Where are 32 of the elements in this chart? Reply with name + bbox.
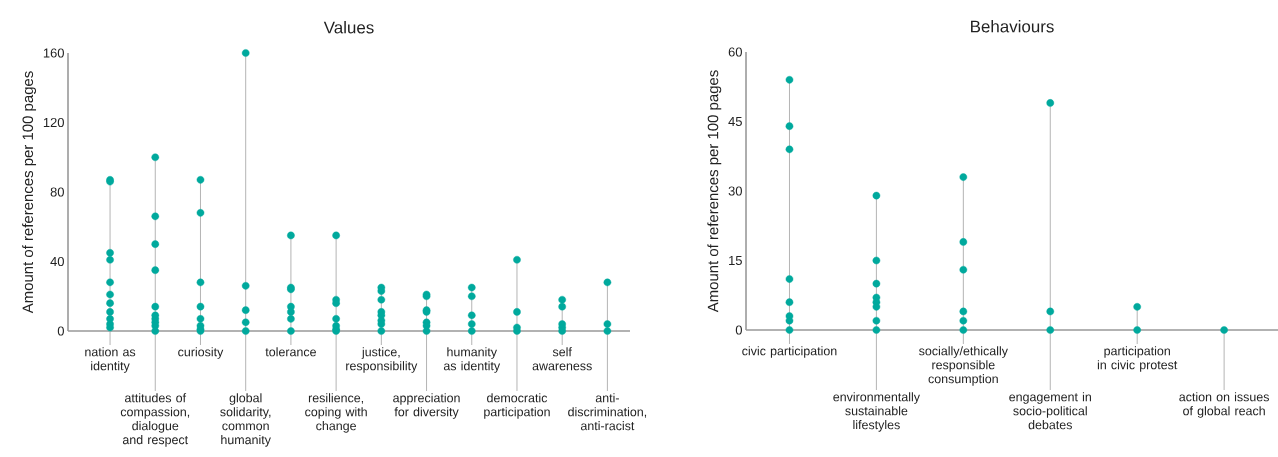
x-tick-label: engagement in socio-political debates <box>1009 392 1091 430</box>
y-tick-label: 15 <box>729 255 742 266</box>
x-tick-label: action on issues of global reach <box>1179 392 1269 418</box>
x-tick-label: democratic participation <box>484 393 550 419</box>
x-tick-label: anti-discrimination, anti-racist <box>568 393 647 431</box>
y-tick-label: 120 <box>43 117 64 128</box>
x-tick-label: justice, responsibility <box>346 347 418 373</box>
y-tick-label: 40 <box>50 256 64 267</box>
x-tick-label: humanity as identity <box>443 347 501 373</box>
chart-title: Values <box>323 21 374 34</box>
x-tick-label: appreciation for diversity <box>393 393 460 419</box>
x-tick-label: participation in civic protest <box>1097 346 1178 372</box>
y-tick-label: 45 <box>728 116 742 127</box>
y-tick-label: 0 <box>735 325 742 335</box>
x-tick-label: tolerance <box>265 347 316 357</box>
y-tick-label: 80 <box>50 187 64 197</box>
x-tick-label: attitudes of compassion, dialogue and respect <box>120 393 190 447</box>
y-tick-label: 0 <box>57 326 64 336</box>
x-tick-label: global solidarity, common humanity <box>220 393 271 447</box>
chart-title: Behaviours <box>971 20 1054 33</box>
y-axis-title: Amount of references per 100 pages <box>707 70 722 313</box>
x-tick-label: environmentally sustainable lifestyles <box>833 392 920 432</box>
x-tick-label: curiosity <box>178 347 224 359</box>
x-tick-label: civic participation <box>742 346 837 358</box>
x-tick-label: nation as identity <box>85 347 136 373</box>
x-tick-label: resilience, coping with change <box>305 393 367 433</box>
x-tick-label: socially/ethically responsible consumption <box>919 346 1008 386</box>
x-tick-label: self awareness <box>532 347 592 371</box>
y-tick-label: 160 <box>43 48 64 58</box>
y-axis-title: Amount of references per 100 pages <box>22 71 37 314</box>
y-tick-label: 30 <box>728 186 742 196</box>
y-tick-label: 60 <box>728 47 742 57</box>
